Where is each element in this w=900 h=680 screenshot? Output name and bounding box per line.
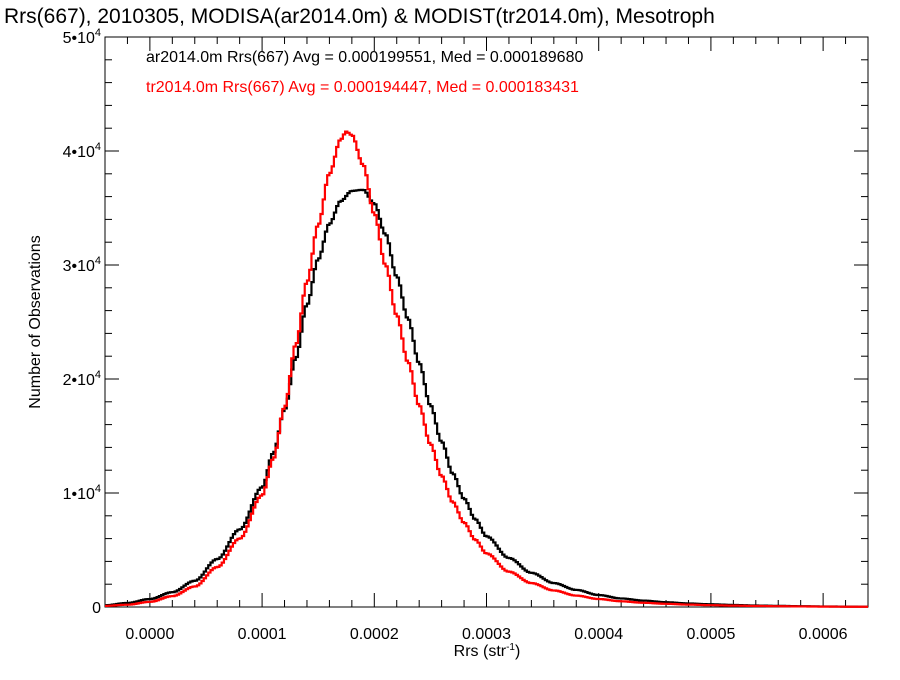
legend-entry-ar2014: ar2014.0m Rrs(667) Avg = 0.000199551, Me… xyxy=(146,49,583,66)
x-tick-label: 0.0001 xyxy=(238,626,287,643)
y-tick-label: 1•104 xyxy=(63,483,101,503)
legend-entry-tr2014: tr2014.0m Rrs(667) Avg = 0.000194447, Me… xyxy=(146,79,579,96)
x-axis-ticks: 0.0000 0.0001 0.0002 0.0003 0.0004 0.0005 0.00… xyxy=(125,37,848,643)
y-axis-ticks: 0 1•104 2•104 3•104 4•104 5•104 xyxy=(63,27,868,617)
x-tick-label: 0.0004 xyxy=(574,626,623,643)
y-tick-label: 4•104 xyxy=(63,141,101,161)
x-tick-label: 0.0000 xyxy=(125,626,174,643)
chart-title: Rrs(667), 2010305, MODISA(ar2014.0m) & M… xyxy=(4,5,715,28)
series-line-tr2014.0m xyxy=(105,130,868,608)
x-tick-label: 0.0002 xyxy=(350,626,399,643)
y-tick-label: 2•104 xyxy=(63,369,101,389)
y-tick-label: 5•104 xyxy=(63,27,101,47)
x-axis-label: Rrs (str-1) xyxy=(454,642,521,660)
x-tick-label: 0.0005 xyxy=(686,626,735,643)
series-lines xyxy=(105,130,868,608)
series-line-ar2014.0m xyxy=(105,188,868,608)
y-axis-label: Number of Observations xyxy=(27,235,44,408)
x-tick-label: 0.0003 xyxy=(462,626,511,643)
plot-frame xyxy=(104,36,869,608)
y-tick-label: 3•104 xyxy=(63,255,101,275)
x-tick-label: 0.0006 xyxy=(799,626,848,643)
y-tick-label: 0 xyxy=(92,600,101,617)
